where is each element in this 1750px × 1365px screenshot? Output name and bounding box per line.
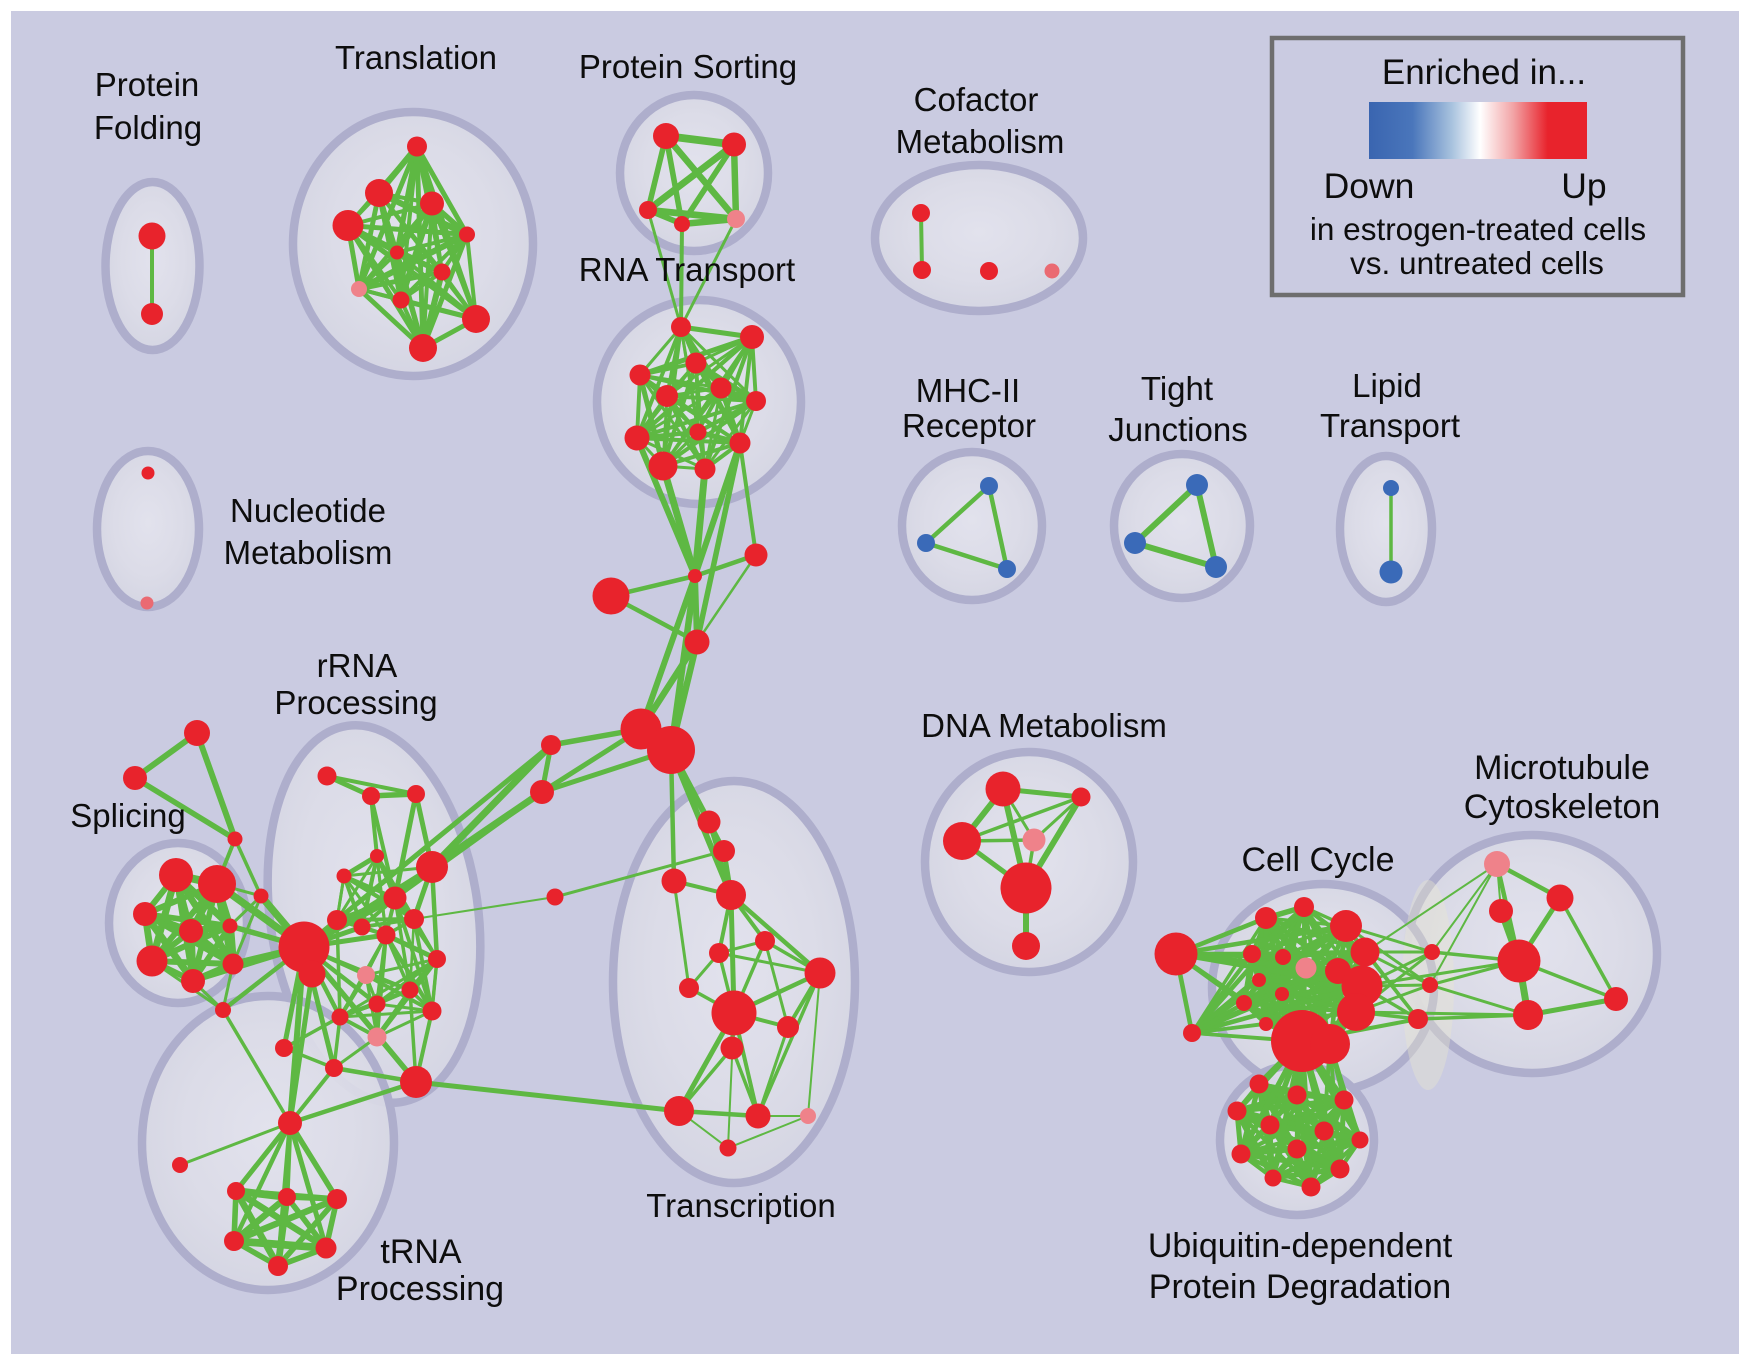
svg-text:Junctions: Junctions: [1108, 411, 1247, 448]
svg-text:Protein Sorting: Protein Sorting: [579, 48, 797, 85]
svg-text:Receptor: Receptor: [902, 407, 1036, 444]
svg-text:Nucleotide: Nucleotide: [230, 492, 386, 529]
svg-text:Processing: Processing: [274, 684, 437, 721]
svg-text:vs. untreated cells: vs. untreated cells: [1350, 245, 1604, 281]
svg-text:Lipid: Lipid: [1352, 367, 1422, 404]
svg-text:Processing: Processing: [336, 1270, 504, 1308]
svg-text:Protein Degradation: Protein Degradation: [1149, 1268, 1451, 1306]
svg-text:Splicing: Splicing: [70, 797, 186, 834]
svg-text:Protein: Protein: [95, 66, 200, 103]
svg-text:Enriched in...: Enriched in...: [1382, 53, 1586, 92]
svg-text:Cell Cycle: Cell Cycle: [1241, 841, 1394, 879]
svg-text:DNA Metabolism: DNA Metabolism: [921, 707, 1167, 744]
svg-text:Metabolism: Metabolism: [896, 123, 1065, 160]
svg-text:Metabolism: Metabolism: [224, 534, 393, 571]
svg-text:Transcription: Transcription: [646, 1187, 836, 1224]
svg-text:MHC-II: MHC-II: [916, 372, 1020, 409]
svg-text:Translation: Translation: [335, 39, 497, 76]
svg-text:Cofactor: Cofactor: [914, 81, 1039, 118]
svg-text:Folding: Folding: [94, 109, 202, 146]
svg-text:Down: Down: [1324, 166, 1415, 206]
svg-text:RNA Transport: RNA Transport: [579, 251, 795, 288]
svg-text:Microtubule: Microtubule: [1474, 749, 1650, 787]
svg-text:Cytoskeleton: Cytoskeleton: [1464, 788, 1661, 826]
svg-text:in estrogen-treated cells: in estrogen-treated cells: [1310, 211, 1646, 247]
svg-text:tRNA: tRNA: [380, 1233, 462, 1271]
svg-text:Up: Up: [1561, 166, 1606, 206]
svg-text:rRNA: rRNA: [317, 647, 398, 684]
svg-text:Transport: Transport: [1320, 407, 1460, 444]
svg-text:Ubiquitin-dependent: Ubiquitin-dependent: [1148, 1227, 1453, 1265]
svg-text:Tight: Tight: [1141, 370, 1213, 407]
